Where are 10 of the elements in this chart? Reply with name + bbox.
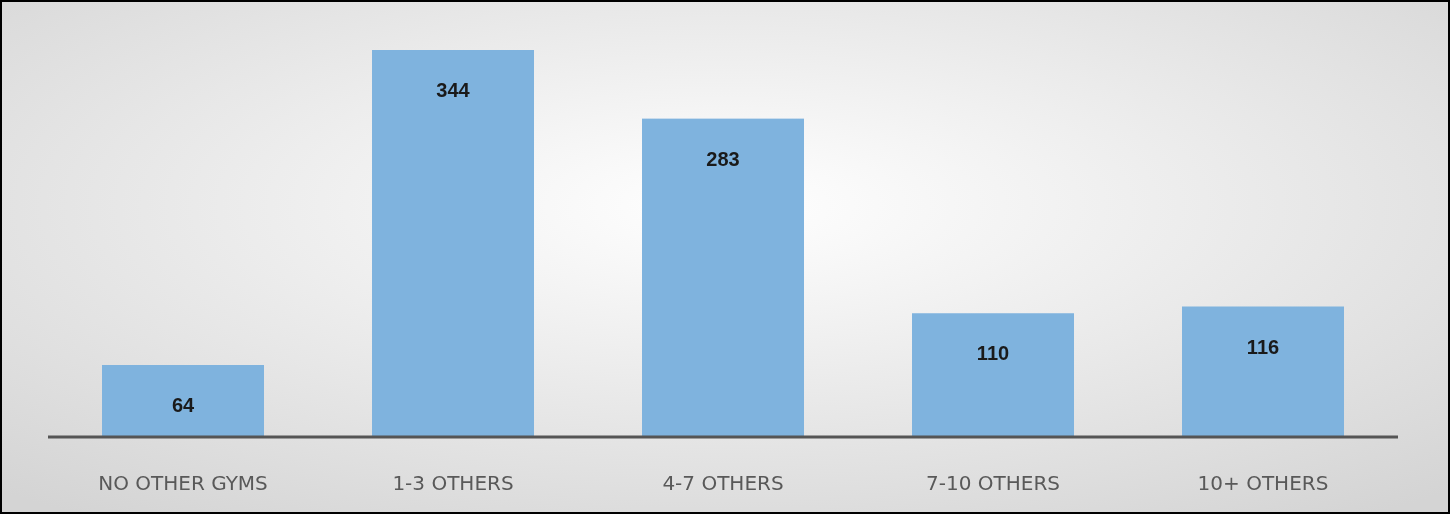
x-tick-label: 7-10 OTHERS <box>926 471 1060 495</box>
data-label: 283 <box>706 147 740 170</box>
data-label: 64 <box>171 394 195 416</box>
x-tick-label: NO OTHER GYMS <box>98 471 268 495</box>
data-label: 116 <box>1246 335 1280 358</box>
data-label: 110 <box>976 342 1010 365</box>
data-label: 344 <box>436 79 471 101</box>
x-tick-label: 1-3 OTHERS <box>392 471 514 495</box>
x-tick-label: 4-7 OTHERS <box>662 471 784 495</box>
x-tick-label: 10+ OTHERS <box>1197 471 1329 495</box>
